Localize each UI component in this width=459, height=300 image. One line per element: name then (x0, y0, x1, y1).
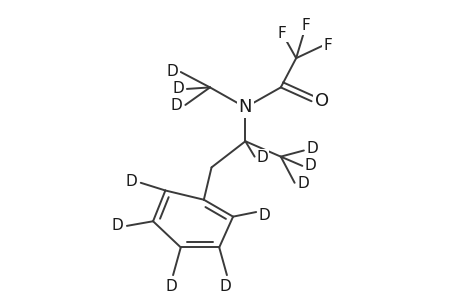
Text: D: D (297, 176, 308, 191)
Text: D: D (167, 64, 178, 79)
Text: D: D (165, 279, 177, 294)
Text: D: D (172, 80, 184, 95)
Text: F: F (300, 18, 309, 33)
Text: F: F (323, 38, 331, 53)
Text: O: O (314, 92, 328, 110)
Text: D: D (170, 98, 182, 113)
Text: D: D (111, 218, 123, 233)
Text: F: F (277, 26, 286, 41)
Text: D: D (219, 279, 231, 294)
Text: D: D (304, 158, 316, 173)
Text: D: D (125, 174, 136, 189)
Text: D: D (306, 141, 317, 156)
Text: N: N (238, 98, 252, 116)
Text: D: D (258, 208, 270, 223)
Text: D: D (256, 150, 268, 165)
